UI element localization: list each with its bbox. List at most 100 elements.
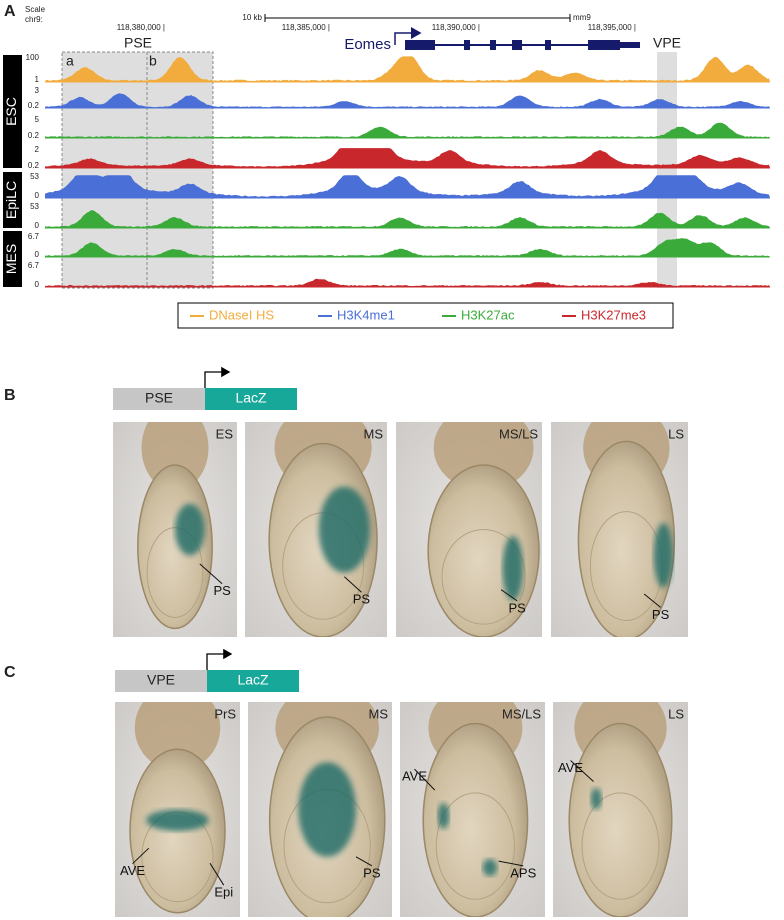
stage-label: ES [216,426,234,441]
reporter-box [207,670,299,692]
embryo [137,464,213,630]
reporter-label: LacZ [237,672,269,688]
track-max-label: 2 [35,145,40,154]
annotation-label: PS [509,600,527,615]
annotation-leader [643,593,661,608]
embryo-inner [435,792,516,900]
annotation-label: AVE [402,769,427,784]
track-max-label: 100 [26,53,40,62]
annotation-label: APS [510,865,536,880]
annotation-label: Epi [214,885,233,900]
lacz-stain [590,788,602,810]
annotation-leader [344,576,362,593]
subregion-label: b [149,53,157,69]
subregion-label: a [66,53,74,69]
enhancer-box [115,670,207,692]
embryo-image [396,422,542,637]
region-label: VPE [653,35,681,51]
lacz-stain [482,858,498,877]
legend-label: H3K4me1 [337,307,395,322]
track-min-label: 0.2 [28,101,40,110]
cell-type-box [3,55,22,168]
signal-track [45,56,770,82]
track-min-label: 1 [35,75,40,84]
embryo-image [248,702,392,917]
track-min-label: 0.2 [28,131,40,140]
scale-label: Scale [25,5,46,14]
coordinate-label: 118,380,000 | [117,23,165,32]
lacz-stain [653,523,673,588]
annotation-leader [355,856,373,867]
cell-type-label: ESC [3,97,19,126]
embryo-image [553,702,688,917]
coordinate-label: 118,390,000 | [432,23,480,32]
embryo-inner [146,527,204,618]
legend-label: DNaseI HS [209,307,274,322]
promoter-arrow [204,366,231,388]
track-max-label: 6.7 [28,261,40,270]
embryo-image [551,422,688,637]
embryo [568,722,673,917]
track-max-label: 53 [30,202,39,211]
annotation-leader [199,563,223,585]
stage-label: MS/LS [499,426,538,441]
cell-type-label: MES [3,244,19,274]
embryo-inner [581,792,660,900]
annotation-label: PS [652,607,670,622]
annotation-label: AVE [558,760,583,775]
track-max-label: 5 [35,115,40,124]
dynamic-layer: 118,380,000 | 118,385,000 | 118,390,000 | 1… [3,23,770,917]
gene-label: Eomes [344,36,391,53]
signal-track [45,175,770,198]
gene-model [394,27,640,50]
vpe-region [657,52,677,288]
track-max-label: 3 [35,86,40,95]
chromosome-label: chr9: [25,15,43,24]
stage-label: MS [369,706,389,721]
stage-label: MS/LS [502,706,541,721]
panel-label: A [4,3,16,20]
embryo-image [245,422,387,637]
panel-label: B [4,387,16,404]
annotation-leader [209,862,225,886]
track-min-label: 0 [35,250,40,259]
enhancer-label: PSE [145,390,173,406]
track-max-label: 53 [30,172,39,181]
enhancer-box [113,388,205,410]
enhancer-label: VPE [147,672,175,688]
lacz-stain [146,809,209,831]
legend-label: H3K27ac [461,307,515,322]
track-min-label: 0 [35,191,40,200]
embryo [577,440,676,637]
track-min-label: 0 [35,280,40,289]
embryo-inner [441,529,526,625]
signal-track [45,238,770,257]
promoter-arrow [206,648,233,670]
cell-type-box [3,172,22,228]
annotation-leader [414,768,436,791]
lacz-stain [502,535,524,601]
annotation-label: PS [363,865,381,880]
reporter-label: LacZ [235,390,267,406]
lacz-stain [318,486,370,573]
cell-type-label: EpiLC [3,181,19,219]
panel-label: C [4,664,16,681]
stage-label: LS [668,426,684,441]
region-label: PSE [124,35,152,51]
reporter-box [205,388,297,410]
lacz-stain [437,803,450,829]
embryo-image [115,702,240,917]
lacz-stain [175,503,205,556]
track-min-label: 0 [35,221,40,230]
coordinate-label: 118,395,000 | [588,23,636,32]
assembly-label: mm9 [573,13,591,22]
legend-label: H3K27me3 [581,307,646,322]
signal-track [45,278,770,287]
embryo [422,722,529,917]
embryo-image [400,702,545,917]
signal-track [45,148,770,168]
annotation-label: PS [213,583,231,598]
embryo-image [113,422,237,637]
stage-label: LS [668,706,684,721]
